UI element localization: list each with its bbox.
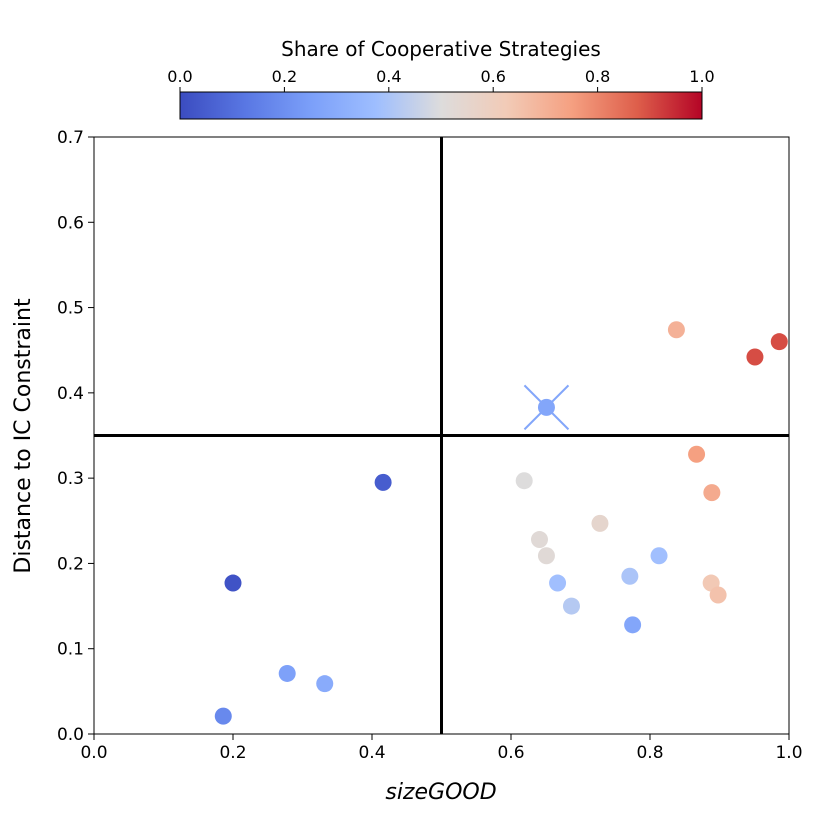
colorbar-ticks: 0.0 0.2 0.4 0.6 0.8 1.0 <box>167 67 715 92</box>
data-point <box>562 597 580 615</box>
y-tick-label: 0.1 <box>57 640 84 660</box>
data-point <box>591 514 609 532</box>
x-tick-label: 0.2 <box>219 743 246 763</box>
data-point <box>278 664 296 682</box>
colorbar-tick-label: 1.0 <box>689 67 714 86</box>
data-point <box>709 586 727 604</box>
data-point <box>703 484 721 502</box>
y-axis-label: Distance to IC Constraint <box>11 298 36 574</box>
x-tick-label: 0.4 <box>358 743 385 763</box>
data-points <box>214 321 788 725</box>
plot-frame <box>93 136 790 735</box>
colorbar-tick-label: 0.6 <box>480 67 505 86</box>
x-axis-label: sizeGOOD <box>385 780 496 805</box>
y-tick-label: 0.0 <box>57 725 84 745</box>
colorbar-title: Share of Cooperative Strategies <box>281 37 601 61</box>
y-tick-label: 0.3 <box>57 469 84 489</box>
data-point <box>515 472 533 490</box>
colorbar-tick-label: 0.0 <box>167 67 192 86</box>
y-tick-label: 0.7 <box>57 128 84 148</box>
x-tick-label: 0.6 <box>497 743 524 763</box>
colorbar-tick-label: 0.8 <box>585 67 610 86</box>
y-tick-label: 0.2 <box>57 554 84 574</box>
data-point <box>537 547 555 565</box>
colorbar <box>179 91 703 120</box>
data-point <box>746 348 764 366</box>
data-point <box>770 333 788 351</box>
x-tick-label: 0.8 <box>636 743 663 763</box>
colorbar-tick-label: 0.2 <box>272 67 297 86</box>
data-point <box>224 574 242 592</box>
y-axis-ticks: 0.0 0.1 0.2 0.3 0.4 0.5 0.6 0.7 <box>57 128 94 745</box>
highlight-marker <box>523 384 570 431</box>
data-point <box>316 675 334 693</box>
data-point <box>624 616 642 634</box>
y-tick-label: 0.4 <box>57 384 84 404</box>
data-point <box>214 707 232 725</box>
data-point <box>667 321 685 339</box>
colorbar-tick-label: 0.4 <box>376 67 401 86</box>
y-tick-label: 0.6 <box>57 213 84 233</box>
reference-lines <box>94 137 789 734</box>
data-point <box>621 567 639 585</box>
data-point <box>688 445 706 463</box>
data-point <box>530 531 548 549</box>
highlight-x-stroke <box>523 384 570 431</box>
y-tick-label: 0.5 <box>57 299 84 319</box>
x-tick-label: 0.0 <box>80 743 107 763</box>
x-tick-label: 1.0 <box>775 743 802 763</box>
data-point <box>374 473 392 491</box>
data-point <box>650 547 668 565</box>
data-point <box>549 574 567 592</box>
x-axis-ticks: 0.0 0.2 0.4 0.6 0.8 1.0 <box>80 734 803 763</box>
